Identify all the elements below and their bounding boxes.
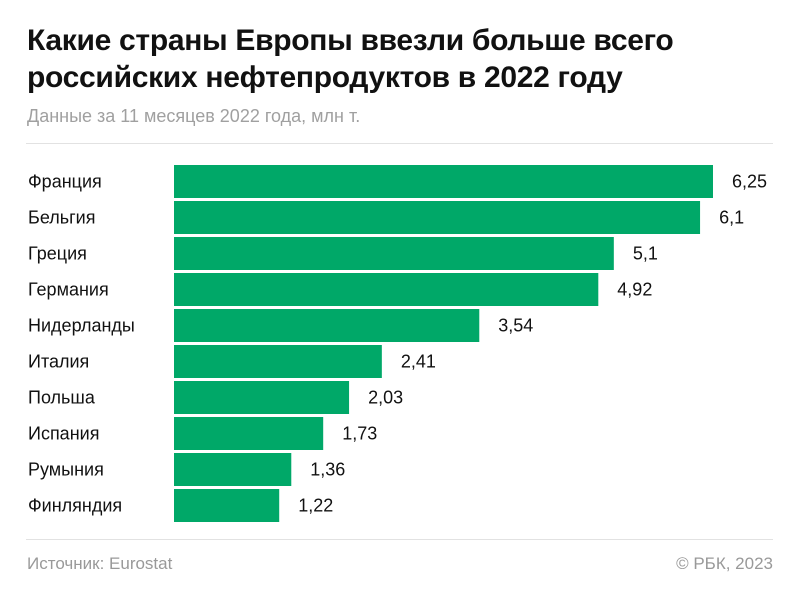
category-label: Италия — [28, 352, 89, 372]
value-label: 3,54 — [498, 316, 533, 336]
value-label: 6,1 — [719, 208, 744, 228]
bar — [174, 201, 701, 234]
category-label: Финляндия — [28, 496, 122, 516]
bar — [174, 453, 292, 486]
value-label: 1,36 — [310, 460, 345, 480]
bar — [174, 417, 324, 450]
value-label: 2,03 — [368, 388, 403, 408]
category-label: Нидерланды — [28, 316, 135, 336]
category-label: Греция — [28, 244, 87, 264]
source-note: Источник: Eurostat — [27, 554, 173, 573]
chart-title: Какие страны Европы ввезли больше всего … — [27, 24, 674, 94]
value-label: 4,92 — [617, 280, 652, 300]
value-label: 5,1 — [633, 244, 658, 264]
category-label: Испания — [28, 424, 99, 444]
bar — [174, 345, 382, 378]
value-label: 2,41 — [401, 352, 436, 372]
category-label: Франция — [28, 172, 102, 192]
category-label: Польша — [28, 388, 96, 408]
category-label: Бельгия — [28, 208, 95, 228]
copyright: © РБК, 2023 — [676, 554, 773, 573]
bottom-divider — [26, 539, 773, 540]
bar — [174, 165, 713, 198]
value-label: 1,22 — [298, 496, 333, 516]
category-label: Румыния — [28, 460, 104, 480]
bar — [174, 381, 350, 414]
chart-subtitle: Данные за 11 месяцев 2022 года, млн т. — [27, 106, 361, 126]
bar — [174, 309, 480, 342]
bar — [174, 273, 599, 306]
value-label: 1,73 — [342, 424, 377, 444]
bar — [174, 237, 614, 270]
top-divider — [26, 143, 773, 144]
category-label: Германия — [28, 280, 109, 300]
value-label: 6,25 — [732, 172, 767, 192]
bar — [174, 489, 280, 522]
